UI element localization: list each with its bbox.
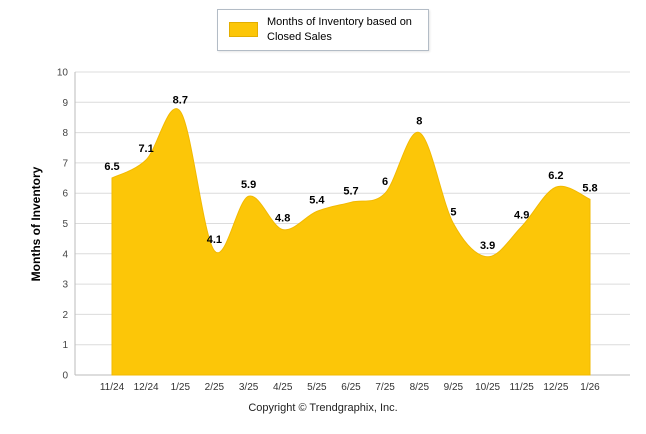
data-label: 6.2 [548, 170, 563, 182]
data-label: 5.9 [241, 179, 256, 191]
x-tick-label: 8/25 [410, 382, 430, 393]
y-tick-label: 0 [62, 371, 68, 382]
data-label: 8.7 [173, 94, 188, 106]
y-tick-label: 10 [57, 68, 69, 79]
y-tick-label: 3 [62, 280, 68, 291]
x-tick-label: 11/24 [100, 382, 125, 393]
data-label: 8 [416, 116, 422, 128]
data-label: 6 [382, 176, 388, 188]
x-tick-label: 9/25 [444, 382, 464, 393]
x-tick-label: 6/25 [341, 382, 361, 393]
data-label: 5.4 [309, 194, 325, 206]
data-label: 5 [450, 207, 456, 219]
data-label: 3.9 [480, 240, 495, 252]
x-tick-label: 1/25 [171, 382, 191, 393]
data-label: 7.1 [138, 143, 153, 155]
x-tick-label: 1/26 [580, 382, 600, 393]
x-tick-label: 12/24 [134, 382, 159, 393]
data-label: 6.5 [104, 161, 119, 173]
x-tick-label: 10/25 [475, 382, 500, 393]
data-label: 4.9 [514, 210, 529, 222]
x-tick-label: 2/25 [205, 382, 225, 393]
legend-swatch [229, 22, 258, 38]
copyright-text: Copyright © Trendgraphix, Inc. [248, 402, 398, 414]
x-tick-label: 12/25 [543, 382, 568, 393]
x-tick-label: 3/25 [239, 382, 259, 393]
y-tick-label: 1 [62, 340, 68, 351]
x-tick-label: 11/25 [510, 382, 535, 393]
inventory-area-series [111, 108, 591, 376]
y-tick-label: 6 [62, 189, 68, 200]
y-tick-label: 8 [62, 128, 68, 139]
y-tick-label: 9 [62, 98, 68, 109]
x-tick-label: 7/25 [375, 382, 395, 393]
y-tick-label: 5 [62, 219, 68, 230]
x-tick-label: 5/25 [307, 382, 327, 393]
data-label: 5.8 [582, 182, 597, 194]
x-tick-label: 4/25 [273, 382, 293, 393]
data-label: 4.8 [275, 213, 290, 225]
data-label: 5.7 [343, 185, 358, 197]
chart-legend: Months of Inventory based on Closed Sale… [217, 9, 429, 51]
legend-label: Months of Inventory based on Closed Sale… [267, 16, 412, 43]
y-tick-label: 2 [62, 310, 68, 321]
y-tick-label: 4 [62, 249, 68, 260]
y-tick-label: 7 [62, 158, 68, 169]
data-label: 4.1 [207, 234, 222, 246]
